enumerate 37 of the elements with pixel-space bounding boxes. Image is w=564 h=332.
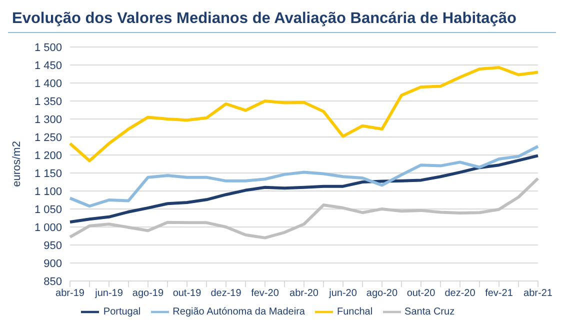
y-tick-label: 1 300 — [34, 114, 62, 126]
x-tick-label: dez-20 — [444, 288, 476, 300]
y-tick-label: 900 — [44, 258, 62, 270]
x-tick-label: fev-20 — [251, 288, 280, 300]
legend-label: Portugal — [103, 306, 141, 318]
y-tick-label: 950 — [44, 240, 62, 252]
x-tick-label: ago-19 — [132, 288, 164, 300]
y-tick-label: 1 150 — [34, 168, 62, 180]
x-tick-label: ago-20 — [366, 288, 398, 300]
y-tick-label: 1 200 — [34, 150, 62, 162]
y-tick-label: 1 050 — [34, 204, 62, 216]
y-tick-label: 1 400 — [34, 78, 62, 90]
x-tick-label: abr-19 — [56, 288, 85, 300]
x-tick-label: out-19 — [172, 288, 202, 300]
y-tick-label: 1 350 — [34, 96, 62, 108]
line-series — [68, 154, 540, 224]
line-series — [68, 66, 540, 162]
x-tick-label: fev-21 — [485, 288, 514, 300]
x-tick-label: out-20 — [406, 288, 436, 300]
legend-label: Funchal — [336, 306, 373, 318]
y-axis-title: euros/m2 — [10, 141, 23, 187]
x-tick-label: jun-19 — [94, 288, 124, 300]
x-tick-label: abr-20 — [290, 288, 319, 300]
y-tick-label: 1 100 — [34, 186, 62, 198]
chart-title: Evolução dos Valores Medianos de Avaliação Bancária de Habitação — [8, 8, 556, 33]
y-tick-label: 1 450 — [34, 60, 62, 72]
legend-label: Região Autónoma da Madeira — [172, 306, 305, 318]
y-tick-label: 1 500 — [34, 42, 62, 54]
line-series — [68, 176, 540, 240]
x-tick-label: abr-21 — [524, 288, 553, 300]
line-series — [68, 144, 540, 208]
x-tick-label: jun-20 — [328, 288, 358, 300]
y-tick-label: 850 — [44, 276, 62, 288]
x-tick-label: dez-19 — [210, 288, 242, 300]
y-tick-label: 1 250 — [34, 132, 62, 144]
y-tick-label: 1 000 — [34, 222, 62, 234]
legend-label: Santa Cruz — [404, 306, 455, 318]
